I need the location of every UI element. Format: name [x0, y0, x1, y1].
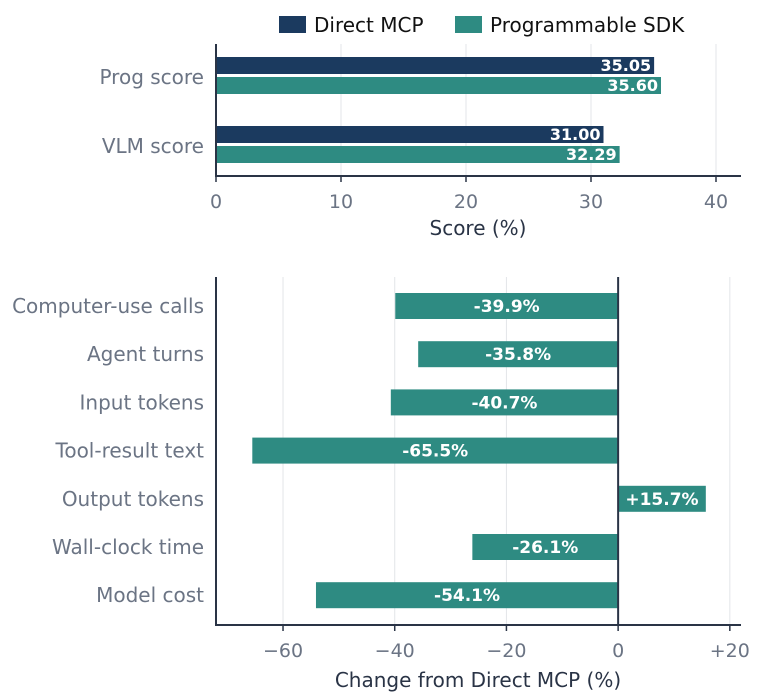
category-label-computer-use-calls: Computer-use calls — [12, 294, 204, 318]
x-tick-label-20: 20 — [454, 191, 478, 213]
category-label-vlm-score: VLM score — [102, 134, 204, 158]
bar-wall-clock-time — [472, 534, 619, 560]
category-label-model-cost: Model cost — [96, 583, 204, 607]
bar-direct-mcp-vlm-score — [216, 126, 604, 143]
bar-value-label-tool-result-text: -65.5% — [402, 442, 468, 462]
bar-value-label-direct-mcp-prog-score: 35.05 — [601, 56, 652, 75]
category-label-prog-score: Prog score — [99, 65, 204, 89]
category-label-output-tokens: Output tokens — [62, 487, 204, 511]
bar-value-label-programmable-sdk-vlm-score: 32.29 — [566, 145, 617, 164]
x-tick-label-0: 0 — [612, 640, 624, 662]
change-from-direct-mcp-chart: Computer-use calls -39.9% Agent turns -35.8… — [12, 277, 750, 692]
bar-value-label-programmable-sdk-prog-score: 35.60 — [607, 76, 658, 95]
x-tick-label-40: −40 — [375, 640, 415, 662]
x-tick-label-10: 10 — [329, 191, 353, 213]
legend-swatch-programmable-sdk — [455, 16, 482, 33]
x-axis-title: Score (%) — [430, 216, 527, 240]
bar-agent-turns — [418, 341, 619, 368]
x-tick-label-60: −60 — [263, 640, 303, 662]
x-axis-title: Change from Direct MCP (%) — [335, 668, 621, 692]
bar-programmable-sdk-prog-score — [216, 77, 661, 94]
bar-value-label-output-tokens: +15.7% — [625, 490, 698, 510]
x-tick-label-20: −20 — [486, 640, 526, 662]
bar-value-label-model-cost: -54.1% — [434, 586, 500, 606]
category-label-input-tokens: Input tokens — [80, 390, 205, 414]
category-label-tool-result-text: Tool-result text — [55, 439, 205, 463]
bar-value-label-computer-use-calls: -39.9% — [474, 297, 540, 317]
category-label-wall-clock-time: Wall-clock time — [52, 535, 204, 559]
x-tick-label-0: 0 — [210, 191, 222, 213]
bar-direct-mcp-prog-score — [216, 57, 655, 74]
bar-output-tokens — [618, 485, 706, 512]
legend-label-direct-mcp: Direct MCP — [314, 13, 424, 37]
x-tick-label-40: 40 — [704, 191, 728, 213]
legend-swatch-direct-mcp — [279, 16, 306, 33]
bar-value-label-agent-turns: -35.8% — [485, 345, 551, 365]
bar-value-label-direct-mcp-vlm-score: 31.00 — [550, 125, 601, 144]
bar-input-tokens — [390, 389, 619, 416]
category-label-agent-turns: Agent turns — [87, 342, 204, 366]
bar-value-label-input-tokens: -40.7% — [471, 393, 537, 413]
legend-label-programmable-sdk: Programmable SDK — [490, 13, 685, 37]
bar-programmable-sdk-vlm-score — [216, 146, 620, 163]
legend: Direct MCP Programmable SDK — [279, 13, 685, 37]
bar-computer-use-calls — [395, 293, 619, 319]
bar-tool-result-text — [252, 437, 619, 464]
x-tick-label-30: 30 — [579, 191, 603, 213]
bar-model-cost — [315, 582, 619, 609]
x-tick-label-20: +20 — [710, 640, 750, 662]
bar-value-label-wall-clock-time: -26.1% — [512, 538, 578, 558]
